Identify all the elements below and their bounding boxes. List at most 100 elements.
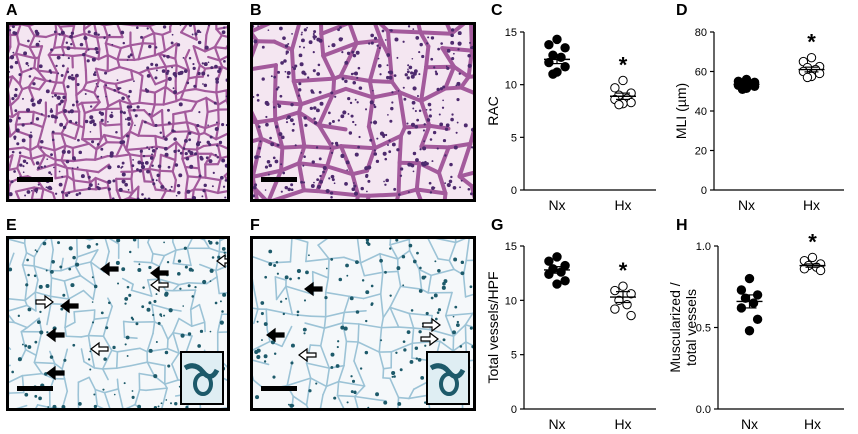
x-tick-label: Hx (614, 197, 631, 213)
y-tick-label: 10 (505, 80, 517, 92)
x-tick-label: Hx (804, 416, 821, 432)
y-tick-label: 5 (511, 132, 517, 144)
data-point-filled (556, 52, 566, 62)
data-point-open (807, 252, 818, 263)
magnified-vessel-inset (180, 351, 224, 405)
x-tick-label: Nx (738, 197, 755, 213)
significance-star: * (808, 229, 817, 254)
scale-bar (17, 177, 53, 182)
open-arrow-icon (150, 277, 169, 293)
y-tick-label: 5 (511, 350, 517, 362)
filled-arrow-icon (304, 281, 323, 297)
y-tick-label: 10 (505, 295, 517, 307)
filled-arrow-icon (46, 327, 65, 343)
panel-label-f: F (250, 217, 260, 234)
scale-bar (261, 386, 297, 391)
scale-bar (17, 386, 53, 391)
filled-arrow-icon (266, 327, 285, 343)
data-point-open (618, 281, 628, 291)
y-tick-label: 15 (505, 27, 517, 39)
chart-h-muscularized-ratio: 0.0 0.5 1.0 Muscularized / total vessels Nx Hx… (668, 229, 844, 432)
open-arrow-icon (298, 347, 317, 363)
open-arrow-icon (216, 253, 227, 269)
data-point-filled (556, 267, 566, 277)
x-tick-label: Nx (548, 197, 565, 213)
data-point-filled (552, 34, 562, 45)
panel-label-e: E (6, 217, 17, 234)
data-point-filled (748, 298, 759, 308)
data-point-filled (544, 269, 554, 279)
data-point-filled (736, 285, 747, 295)
y-tick-label: 0.5 (696, 323, 711, 335)
data-point-open (626, 310, 636, 321)
data-point-filled (552, 279, 562, 289)
y-axis-label: Muscularized / (668, 282, 683, 372)
scale-bar (261, 177, 297, 182)
data-point-filled (752, 314, 763, 325)
data-point-filled (560, 43, 570, 53)
data-point-open (610, 83, 620, 93)
panel-label-a: A (6, 2, 18, 19)
data-point-open (622, 299, 632, 310)
data-point-filled (544, 256, 554, 266)
data-point-filled (548, 69, 558, 79)
micrograph-e-normoxia-vessel-stain (6, 236, 230, 411)
y-tick-label: 0 (701, 185, 707, 197)
filled-arrow-icon (60, 298, 79, 314)
y-tick-label: 0 (511, 185, 517, 197)
y-axis-label: RAC (485, 96, 501, 126)
y-axis-label: Total vessels/HPF (485, 271, 501, 383)
tissue-texture (253, 239, 473, 408)
panel-label-g: G (491, 217, 504, 234)
x-tick-label: Nx (548, 416, 565, 432)
data-point-filled (744, 273, 755, 284)
data-point-filled (560, 62, 570, 72)
chart-c-rac: 0 5 10 15 RAC Nx Hx * (485, 27, 656, 213)
filled-arrow-icon (100, 261, 119, 277)
data-point-open (614, 99, 624, 110)
y-tick-label: 1.0 (696, 241, 711, 253)
open-arrow-icon (35, 294, 54, 310)
significance-star: * (807, 30, 816, 55)
y-tick-label: 15 (505, 241, 517, 253)
significance-star: * (619, 52, 628, 77)
open-arrow-icon (422, 317, 441, 333)
y-tick-label: 20 (695, 146, 707, 158)
data-point-filled (737, 84, 748, 94)
x-tick-label: Hx (614, 416, 631, 432)
data-point-open (618, 75, 628, 86)
open-arrow-icon (90, 341, 109, 357)
filled-arrow-icon (150, 265, 169, 281)
tissue-texture (9, 25, 227, 199)
panel-label-d: D (676, 2, 688, 19)
data-point-filled (560, 276, 570, 286)
chart-d-mli: 0 20 40 60 80 MLI (µm) Nx Hx * (673, 27, 844, 213)
panel-label-h: H (676, 217, 688, 234)
data-point-open (610, 285, 620, 296)
panel-label-b: B (250, 2, 262, 19)
data-point-open (806, 52, 817, 63)
tissue-texture (253, 25, 473, 199)
x-tick-label: Hx (803, 197, 820, 213)
micrograph-f-hyperoxia-vessel-stain (250, 236, 476, 411)
y-tick-label: 60 (695, 67, 707, 79)
micrograph-a-normoxia-he (6, 22, 230, 202)
y-tick-label: 0.0 (696, 404, 711, 416)
data-point-filled (544, 57, 554, 68)
chart-g-total-vessels: 0 5 10 15 Total vessels/HPF Nx Hx * (485, 241, 656, 432)
micrograph-b-hyperoxia-he (250, 22, 476, 202)
y-tick-label: 80 (695, 27, 707, 39)
data-point-filled (552, 252, 562, 262)
data-point-open (814, 68, 825, 79)
data-point-filled (544, 39, 554, 50)
y-tick-label: 40 (695, 106, 707, 118)
y-tick-label: 0 (511, 404, 517, 416)
panel-label-c: C (491, 2, 503, 19)
x-tick-label: Nx (741, 416, 758, 432)
significance-star: * (619, 258, 628, 283)
data-point-open (802, 72, 813, 83)
open-arrow-icon (420, 331, 439, 347)
filled-arrow-icon (46, 365, 65, 381)
magnified-vessel-inset (426, 351, 470, 405)
data-point-filled (744, 326, 755, 336)
